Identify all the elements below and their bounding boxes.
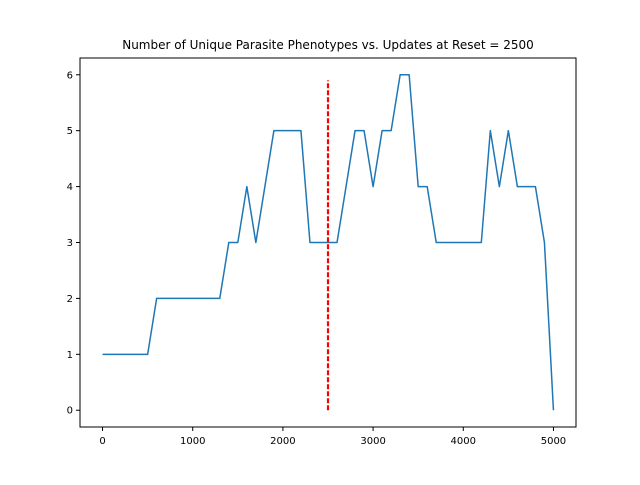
x-tick-label: 2000	[270, 436, 295, 447]
y-tick-label: 1	[67, 350, 73, 361]
y-tick-label: 4	[67, 182, 73, 193]
x-tick-label: 0	[99, 436, 105, 447]
y-tick-label: 0	[67, 406, 73, 417]
y-tick-label: 6	[67, 70, 73, 81]
plot-marks	[102, 74, 555, 411]
x-tick-label: 3000	[360, 436, 385, 447]
y-tick-label: 3	[67, 238, 73, 249]
x-tick-label: 4000	[451, 436, 476, 447]
chart-title: Number of Unique Parasite Phenotypes vs.…	[122, 38, 534, 52]
axis-ticks: 0 1000 2000 3000 4000 5000 0 1 2 3 4 5 6	[67, 70, 567, 447]
x-tick-label: 1000	[180, 436, 205, 447]
y-tick-label: 5	[67, 126, 73, 137]
x-tick-label: 5000	[541, 436, 566, 447]
y-tick-label: 2	[67, 294, 73, 305]
series-line	[102, 74, 555, 411]
